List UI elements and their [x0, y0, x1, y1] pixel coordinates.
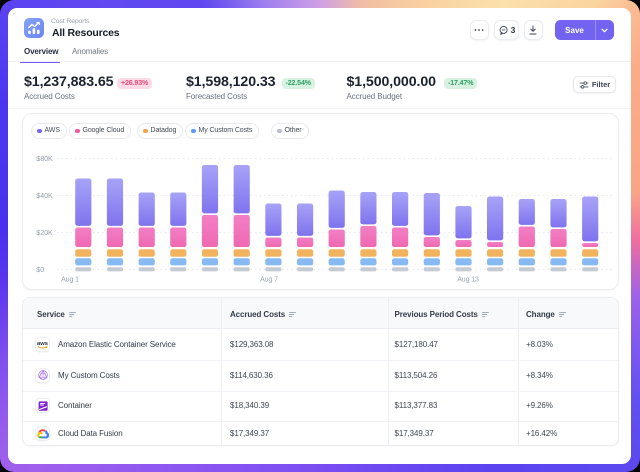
svg-text:$0: $0 — [36, 265, 44, 274]
svg-text:Aug 13: Aug 13 — [457, 276, 479, 283]
svg-text:$20K: $20K — [36, 228, 53, 237]
svg-text:Aug 7: Aug 7 — [260, 276, 278, 283]
svg-text:$40K: $40K — [36, 191, 53, 200]
svg-text:$80K: $80K — [36, 154, 53, 163]
svg-text:aws: aws — [37, 341, 48, 347]
svg-text:Aug 1: Aug 1 — [61, 276, 79, 283]
